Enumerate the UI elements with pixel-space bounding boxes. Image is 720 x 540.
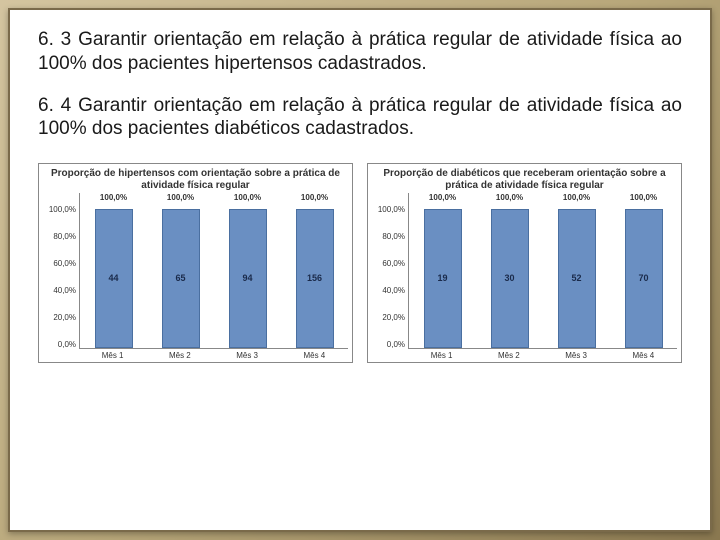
bar-group: 100,0% 65: [147, 193, 214, 348]
bar-value: 30: [504, 273, 514, 283]
bar: 70: [625, 209, 663, 349]
bar: 94: [229, 209, 267, 349]
pct-label: 100,0%: [496, 193, 523, 202]
bar-value: 44: [108, 273, 118, 283]
bar-value: 156: [307, 273, 322, 283]
x-label: Mês 3: [214, 349, 281, 360]
bar-group: 100,0% 156: [281, 193, 348, 348]
chart-hipertensos: Proporção de hipertensos com orientação …: [38, 163, 353, 363]
chart1-y-axis: 100,0% 80,0% 60,0% 40,0% 20,0% 0,0%: [43, 193, 79, 349]
ytick: 0,0%: [43, 340, 76, 349]
x-label: Mês 2: [146, 349, 213, 360]
pct-label: 100,0%: [630, 193, 657, 202]
chart2-plot: 100,0% 19 100,0% 30 100,0%: [408, 193, 677, 349]
x-label: Mês 1: [408, 349, 475, 360]
ytick: 60,0%: [43, 259, 76, 268]
bar-group: 100,0% 30: [476, 193, 543, 348]
chart1-body: 100,0% 80,0% 60,0% 40,0% 20,0% 0,0% 100,…: [43, 193, 348, 349]
x-label: Mês 4: [610, 349, 677, 360]
pct-label: 100,0%: [100, 193, 127, 202]
bar-group: 100,0% 44: [80, 193, 147, 348]
slide: 6. 3 Garantir orientação em relação à pr…: [8, 8, 712, 532]
ytick: 40,0%: [372, 286, 405, 295]
x-label: Mês 1: [79, 349, 146, 360]
bar-group: 100,0% 70: [610, 193, 677, 348]
ytick: 100,0%: [372, 205, 405, 214]
bar: 156: [296, 209, 334, 349]
bar: 19: [424, 209, 462, 349]
bar: 52: [558, 209, 596, 349]
x-label: Mês 3: [543, 349, 610, 360]
chart2-title: Proporção de diabéticos que receberam or…: [372, 168, 677, 191]
ytick: 40,0%: [43, 286, 76, 295]
ytick: 80,0%: [43, 232, 76, 241]
paragraph-6-4: 6. 4 Garantir orientação em relação à pr…: [38, 94, 682, 142]
charts-row: Proporção de hipertensos com orientação …: [38, 163, 682, 363]
ytick: 0,0%: [372, 340, 405, 349]
chart2-body: 100,0% 80,0% 60,0% 40,0% 20,0% 0,0% 100,…: [372, 193, 677, 349]
ytick: 20,0%: [372, 313, 405, 322]
bar: 44: [95, 209, 133, 349]
pct-label: 100,0%: [234, 193, 261, 202]
chart2-y-axis: 100,0% 80,0% 60,0% 40,0% 20,0% 0,0%: [372, 193, 408, 349]
pct-label: 100,0%: [167, 193, 194, 202]
bar-group: 100,0% 94: [214, 193, 281, 348]
pct-label: 100,0%: [301, 193, 328, 202]
ytick: 100,0%: [43, 205, 76, 214]
bar-value: 65: [175, 273, 185, 283]
chart-diabeticos: Proporção de diabéticos que receberam or…: [367, 163, 682, 363]
chart1-title: Proporção de hipertensos com orientação …: [43, 168, 348, 191]
chart1-x-axis: Mês 1 Mês 2 Mês 3 Mês 4: [79, 349, 348, 360]
bar-value: 52: [571, 273, 581, 283]
chart2-x-axis: Mês 1 Mês 2 Mês 3 Mês 4: [408, 349, 677, 360]
bar-value: 70: [638, 273, 648, 283]
bar-value: 19: [437, 273, 447, 283]
bar: 65: [162, 209, 200, 349]
pct-label: 100,0%: [429, 193, 456, 202]
chart1-plot: 100,0% 44 100,0% 65 100,0%: [79, 193, 348, 349]
x-label: Mês 2: [475, 349, 542, 360]
paragraph-6-3: 6. 3 Garantir orientação em relação à pr…: [38, 28, 682, 76]
x-label: Mês 4: [281, 349, 348, 360]
bar: 30: [491, 209, 529, 349]
ytick: 60,0%: [372, 259, 405, 268]
ytick: 80,0%: [372, 232, 405, 241]
pct-label: 100,0%: [563, 193, 590, 202]
ytick: 20,0%: [43, 313, 76, 322]
bar-group: 100,0% 52: [543, 193, 610, 348]
bar-value: 94: [242, 273, 252, 283]
bar-group: 100,0% 19: [409, 193, 476, 348]
